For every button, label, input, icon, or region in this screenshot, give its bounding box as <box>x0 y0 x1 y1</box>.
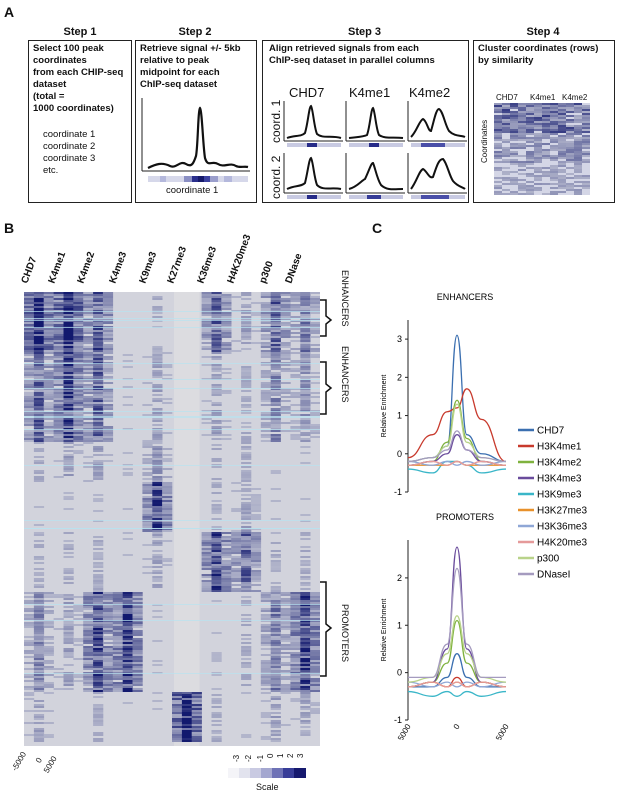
series-line-h3k9me3 <box>407 690 507 697</box>
y-tick-label: 3 <box>397 334 402 344</box>
legend-label: H4K20me3 <box>537 538 587 549</box>
step2-heat-strip <box>148 176 248 182</box>
legend-label: H3K9me3 <box>537 490 582 501</box>
col-label-k36me3: K36me3 <box>195 245 220 285</box>
y-tick-label: 2 <box>397 573 402 583</box>
y-axis-label: Relative Enrichment <box>381 599 388 662</box>
step3-col-k4me1: K4me1 <box>349 85 391 100</box>
series-line-h4k20me3 <box>407 460 507 466</box>
color-scale-bar <box>228 768 306 778</box>
col-label-k4me1: K4me1 <box>46 250 69 285</box>
series-line-h3k36me3 <box>407 681 507 688</box>
series-line-h3k36me3 <box>407 460 507 466</box>
series-line-p300 <box>407 615 507 683</box>
scale-tick: 1 <box>276 753 285 758</box>
step4-box: Cluster coordinates (rows) by similarity… <box>473 40 615 203</box>
legend-label: H3K4me3 <box>537 474 582 485</box>
bracket-label-enhancers-1: ENHANCERS <box>340 270 350 327</box>
scale-tick: -3 <box>232 754 241 762</box>
step4-desc: Cluster coordinates (rows) by similarity <box>478 43 599 66</box>
legend-label: CHD7 <box>537 426 565 437</box>
y-axis-label: Relative Enrichment <box>381 375 388 438</box>
step2-caption: coordinate 1 <box>166 185 219 196</box>
series-line-h4k20me3 <box>407 681 507 688</box>
legend-label: p300 <box>537 554 560 565</box>
scale-tick: 0 <box>266 753 275 758</box>
panel-letter-b: B <box>4 220 15 236</box>
scale-tick: -2 <box>244 754 253 762</box>
col-label-dnase: DNase <box>283 251 305 285</box>
y-tick-label: 1 <box>397 620 402 630</box>
bracket-label-promoters: PROMOTERS <box>340 604 350 663</box>
step4-title: Step 4 <box>526 26 560 38</box>
col-label-chd7: CHD7 <box>19 255 40 285</box>
series-line-dnasei <box>408 567 506 679</box>
series-line-h3k4me1 <box>407 388 507 463</box>
scale-label: Scale <box>256 782 279 792</box>
y-tick-label: 0 <box>397 449 402 459</box>
panel-letter-c: C <box>372 220 383 236</box>
col-label-k4me3: K4me3 <box>107 250 130 285</box>
col-label-p300: p300 <box>257 259 276 285</box>
promoters-bracket <box>320 581 333 677</box>
y-tick-label: -1 <box>394 487 402 497</box>
step2-signal-plot <box>141 98 250 182</box>
step3-box: Align retrieved signals from each ChIP-s… <box>262 40 469 203</box>
panel-letter-a: A <box>4 4 15 20</box>
step4-mini-heatmap <box>494 103 590 195</box>
step3-desc: Align retrieved signals from each ChIP-s… <box>269 43 435 66</box>
step3-row-coord1: coord. 1 <box>269 99 283 143</box>
step3-col-k4me2: K4me2 <box>409 85 451 100</box>
col-label-k9me3: K9me3 <box>137 250 160 285</box>
chart-title: ENHANCERS <box>437 292 494 302</box>
heatmap-xtick-0: 0 <box>34 756 45 765</box>
step1-title: Step 1 <box>63 26 97 38</box>
scale-tick: 3 <box>296 753 305 758</box>
heatmap-xtick-5000: 5000 <box>42 754 59 775</box>
step2-title: Step 2 <box>178 26 212 38</box>
step3-title: Step 3 <box>347 26 381 38</box>
step3-row-coord2: coord. 2 <box>269 155 283 199</box>
legend-label: H3K27me3 <box>537 506 587 517</box>
series-line-h3k4me3 <box>407 434 507 466</box>
legend-label: H3K4me2 <box>537 458 582 469</box>
step4-col-chd7: CHD7 <box>496 93 518 102</box>
x-tick-label: 5000 <box>494 722 511 740</box>
chromatin-heatmap <box>24 292 320 746</box>
heatmap-brackets <box>320 299 333 415</box>
step2-desc: Retrieve signal +/- 5kb relative to peak… <box>140 43 241 90</box>
col-label-k27me3: K27me3 <box>165 245 190 285</box>
y-tick-label: 2 <box>397 372 402 382</box>
chart-title: PROMOTERS <box>436 512 494 522</box>
step3-signal-grid <box>283 101 467 199</box>
step4-col-k4me1: K4me1 <box>530 93 556 102</box>
enrichment-line-charts: ENHANCERS 3 2 1 0 -1 Relative Enrichment PROMOT… <box>381 292 587 740</box>
step1-box: Select 100 peak coordinates from each CH… <box>28 40 132 203</box>
heatmap-xtick-neg5000: -5000 <box>10 750 29 773</box>
col-label-k4me2: K4me2 <box>75 250 98 285</box>
x-tick-label: 0 <box>452 722 462 731</box>
bracket-label-enhancers-2: ENHANCERS <box>340 346 350 403</box>
legend-label: H3K4me1 <box>537 442 582 453</box>
step4-ylabel: Coordinates <box>480 119 489 163</box>
step2-box: Retrieve signal +/- 5kb relative to peak… <box>135 40 257 203</box>
series-line-h3k27me3 <box>407 681 507 688</box>
step1-coord-list: coordinate 1 coordinate 2 coordinate 3 e… <box>43 129 96 176</box>
y-tick-label: 1 <box>397 411 402 421</box>
legend-label: DNaseI <box>537 570 570 581</box>
step3-col-chd7: CHD7 <box>289 85 325 100</box>
series-line-dnasei <box>407 430 507 463</box>
y-tick-label: 0 <box>397 668 402 678</box>
step1-desc: Select 100 peak coordinates from each CH… <box>33 43 124 114</box>
legend-label: H3K36me3 <box>537 522 587 533</box>
step4-col-k4me2: K4me2 <box>562 93 588 102</box>
col-label-h4k20me3: H4K20me3 <box>225 233 254 285</box>
scale-tick: -1 <box>256 754 265 762</box>
y-tick-label: -1 <box>394 715 402 725</box>
scale-tick: 2 <box>286 753 295 758</box>
